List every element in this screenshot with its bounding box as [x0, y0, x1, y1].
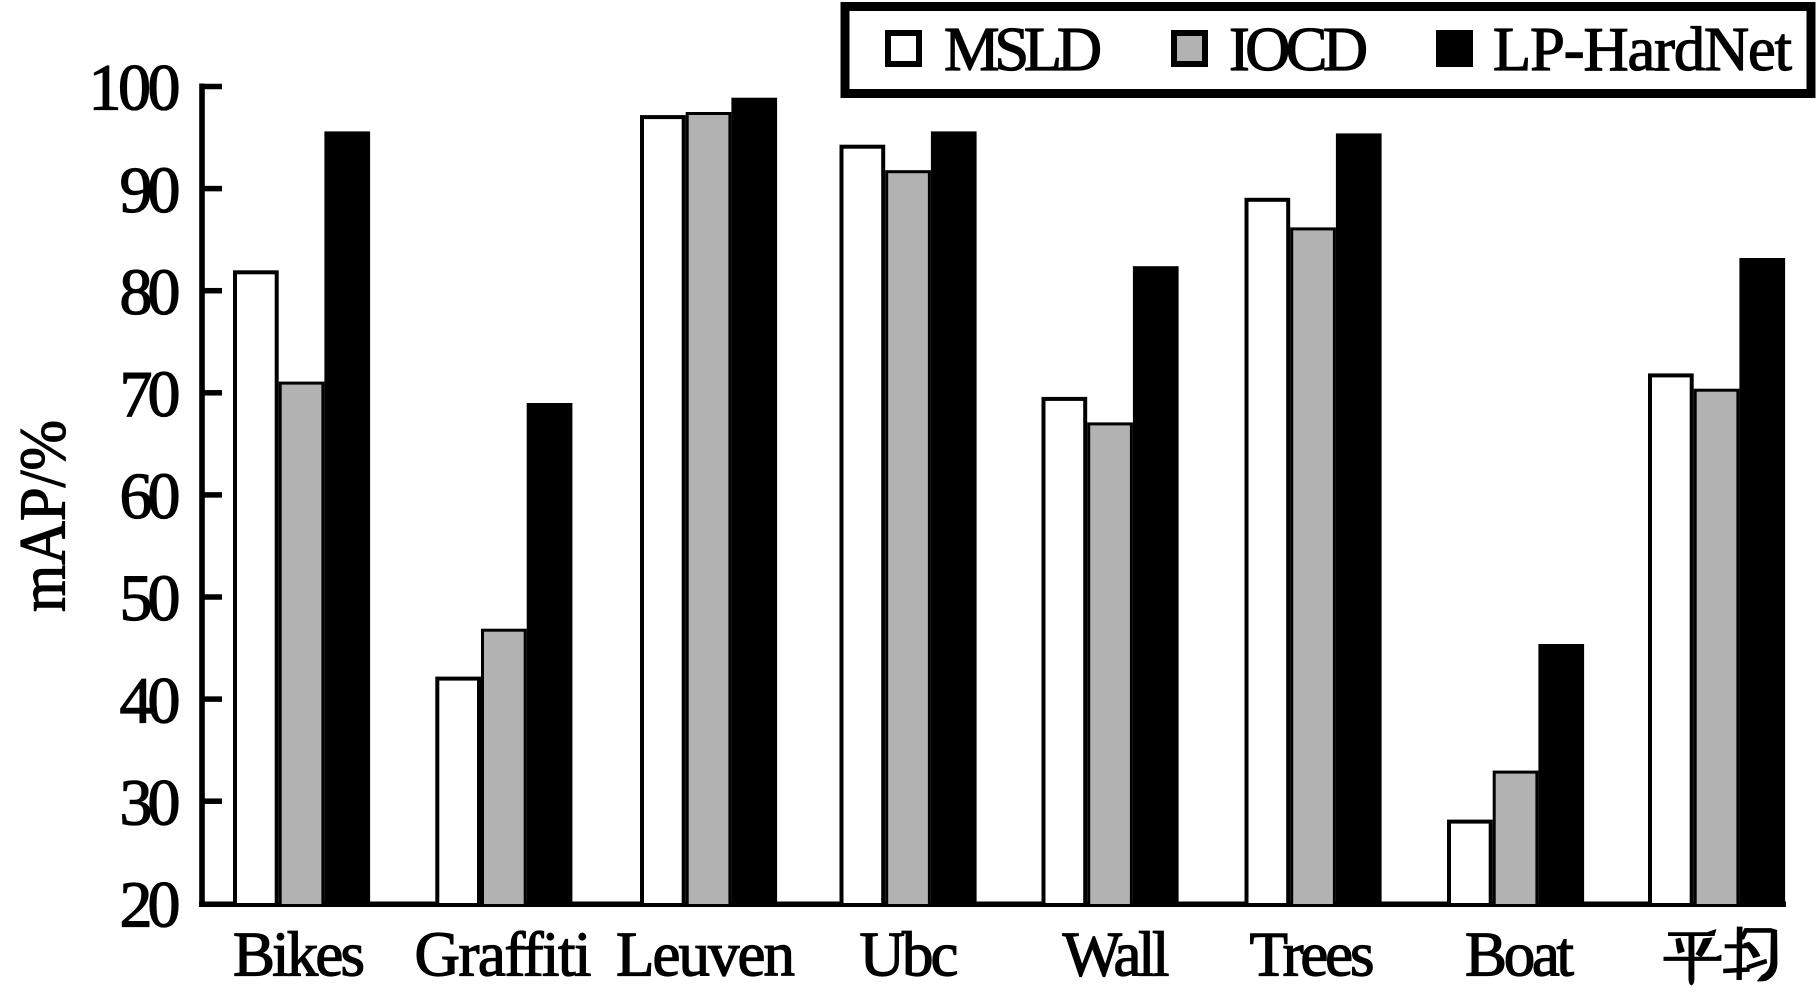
svg-text:Boat: Boat [1465, 920, 1574, 990]
svg-text:60: 60 [120, 460, 181, 533]
svg-text:mAP/%: mAP/% [7, 420, 80, 612]
svg-text:LP-HardNet: LP-HardNet [1493, 14, 1792, 84]
svg-text:Leuven: Leuven [616, 920, 795, 990]
svg-text:50: 50 [120, 562, 181, 635]
svg-text:30: 30 [120, 766, 181, 839]
svg-text:Graffiti: Graffiti [415, 920, 592, 990]
svg-text:20: 20 [120, 869, 181, 942]
svg-text:IOCD: IOCD [1229, 14, 1368, 84]
svg-text:Ubc: Ubc [860, 920, 959, 990]
svg-text:80: 80 [120, 256, 181, 329]
svg-text:90: 90 [120, 154, 181, 227]
svg-text:Trees: Trees [1250, 920, 1375, 990]
svg-text:MSLD: MSLD [944, 14, 1102, 84]
svg-text:40: 40 [120, 664, 181, 737]
svg-text:Bikes: Bikes [233, 920, 365, 990]
svg-text:100: 100 [89, 52, 181, 125]
svg-text:Wall: Wall [1063, 920, 1170, 990]
svg-text:70: 70 [120, 358, 181, 431]
